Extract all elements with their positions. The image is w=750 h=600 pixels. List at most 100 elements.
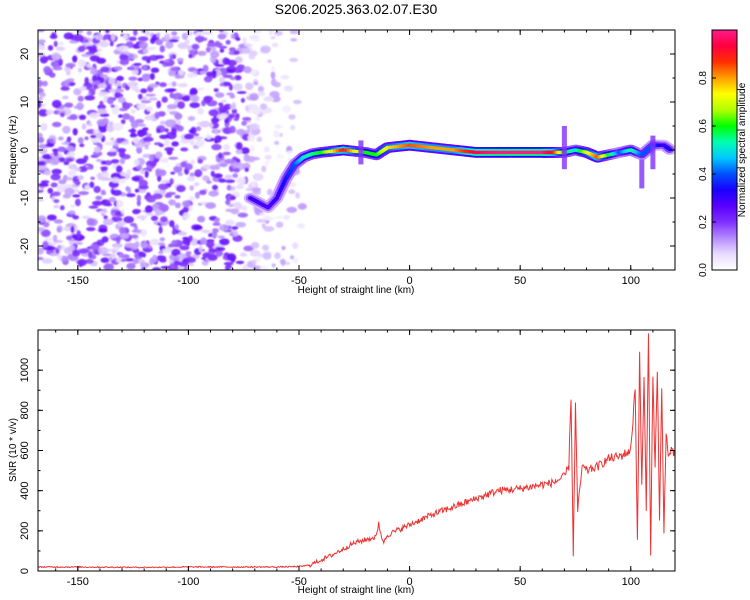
- noise-blob: [214, 40, 221, 48]
- noise-blob: [116, 236, 121, 244]
- noise-blob: [224, 174, 233, 180]
- noise-blob: [236, 142, 243, 150]
- noise-blob: [40, 45, 46, 51]
- noise-blob: [197, 50, 207, 56]
- noise-blob: [292, 99, 302, 105]
- noise-blob: [202, 64, 209, 73]
- noise-blob: [231, 108, 237, 114]
- noise-blob: [206, 180, 212, 184]
- noise-blob: [211, 143, 222, 151]
- noise-blob: [77, 175, 84, 181]
- noise-blob: [88, 112, 100, 119]
- noise-blob: [168, 70, 176, 77]
- noise-blob: [241, 120, 247, 126]
- noise-blob: [67, 210, 76, 215]
- noise-blob: [242, 48, 251, 54]
- noise-blob: [228, 203, 235, 208]
- noise-blob: [45, 143, 55, 148]
- noise-blob: [128, 36, 137, 41]
- noise-blob: [40, 229, 51, 238]
- noise-blob: [267, 59, 272, 64]
- noise-blob: [100, 66, 110, 73]
- noise-blob: [52, 66, 63, 71]
- noise-blob: [38, 189, 44, 193]
- noise-blob: [71, 234, 78, 239]
- noise-blob: [247, 109, 252, 114]
- noise-blob: [133, 62, 142, 66]
- noise-blob: [256, 136, 263, 142]
- noise-blob: [55, 185, 67, 193]
- noise-blob: [156, 100, 162, 109]
- noise-blob: [213, 88, 219, 93]
- colorbar-tick-label: 0.6: [698, 119, 709, 133]
- noise-blob: [84, 184, 91, 191]
- noise-blob: [178, 231, 188, 236]
- noise-blob: [146, 106, 154, 112]
- noise-blob: [212, 184, 218, 191]
- y-tick-label: 200: [19, 522, 31, 540]
- noise-blob: [134, 142, 146, 148]
- noise-blob: [41, 258, 53, 264]
- noise-blob: [274, 132, 281, 138]
- noise-blob: [160, 158, 169, 163]
- noise-blob: [122, 113, 131, 120]
- noise-blob: [52, 191, 61, 197]
- colorbar: 0.0 0.2 0.4 0.6 0.8 Normalized spectral ampl…: [698, 29, 748, 277]
- noise-blob: [50, 182, 58, 188]
- noise-blob: [47, 45, 54, 51]
- x-tick-label: -100: [177, 576, 199, 588]
- noise-blob: [38, 156, 44, 161]
- noise-blob: [186, 257, 196, 263]
- colorbar-gradient: [711, 29, 738, 271]
- noise-blob: [59, 205, 65, 211]
- ridge-smear: [650, 135, 656, 170]
- colorbar-tick-label: 0.8: [698, 71, 709, 85]
- noise-blob: [128, 76, 138, 81]
- noise-blob: [55, 46, 66, 51]
- noise-blob: [140, 242, 149, 249]
- noise-blob: [98, 228, 108, 233]
- noise-blob: [96, 48, 103, 52]
- noise-blob: [130, 243, 139, 250]
- snr-y-label: SNR (10 * v/v): [8, 418, 19, 482]
- noise-blob: [226, 253, 237, 261]
- noise-blob: [86, 63, 92, 68]
- noise-blob: [208, 109, 219, 117]
- noise-blob: [116, 137, 122, 143]
- noise-blob: [213, 173, 223, 179]
- noise-blob: [286, 206, 298, 213]
- noise-blob: [63, 32, 74, 40]
- noise-blob: [170, 171, 176, 175]
- noise-blob: [100, 160, 107, 165]
- noise-blob: [292, 242, 299, 250]
- noise-blob: [141, 30, 146, 34]
- noise-blob: [84, 77, 89, 85]
- noise-blob: [190, 159, 196, 165]
- noise-blob: [149, 257, 154, 266]
- noise-blob: [168, 39, 179, 43]
- noise-blob: [283, 85, 294, 92]
- y-tick-label: 20: [19, 48, 31, 60]
- noise-blob: [137, 103, 147, 110]
- noise-blob: [72, 194, 81, 198]
- noise-blob: [262, 252, 272, 260]
- noise-blob: [214, 129, 219, 135]
- noise-blob: [39, 55, 49, 64]
- noise-blob: [174, 112, 183, 120]
- noise-blob: [214, 63, 225, 67]
- noise-blob: [110, 159, 120, 164]
- noise-blob: [47, 138, 54, 143]
- noise-blob: [104, 203, 113, 207]
- noise-blob: [53, 219, 64, 224]
- noise-blob: [263, 226, 275, 232]
- noise-blob: [149, 238, 160, 246]
- noise-blob: [130, 120, 139, 129]
- noise-blob: [103, 215, 108, 220]
- x-tick-label: -150: [67, 576, 89, 588]
- noise-blob: [83, 42, 94, 46]
- noise-blob: [60, 112, 65, 118]
- noise-blob: [289, 255, 295, 260]
- noise-blob: [42, 240, 49, 248]
- noise-blob: [196, 35, 203, 43]
- noise-blob: [205, 71, 215, 77]
